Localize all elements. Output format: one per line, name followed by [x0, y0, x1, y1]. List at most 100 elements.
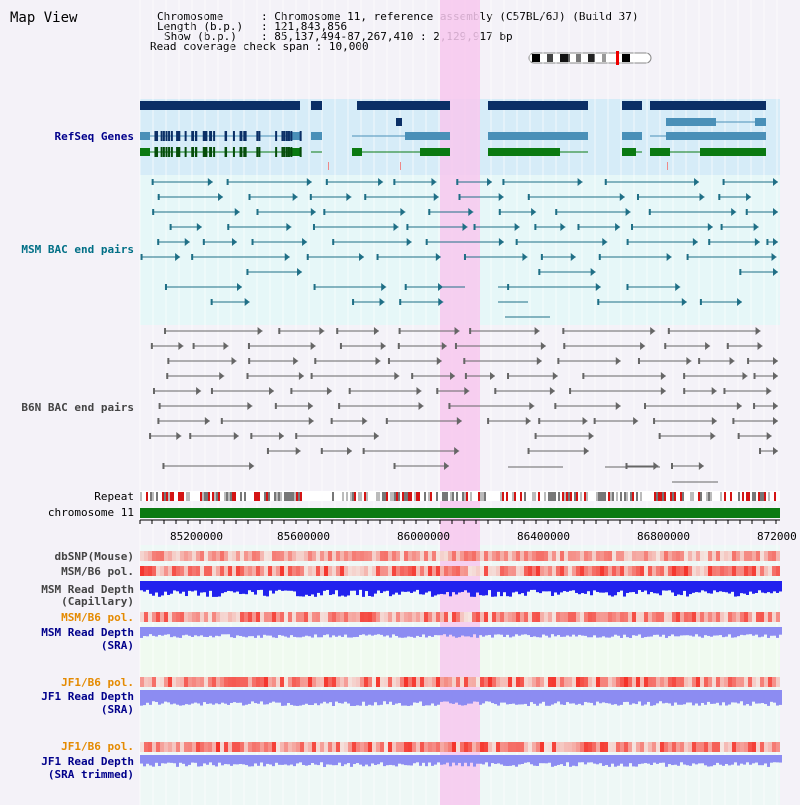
depth-bar	[203, 755, 206, 764]
depth-bar	[365, 627, 368, 636]
heat-cell	[428, 742, 432, 752]
heat-cell	[276, 742, 280, 752]
bac-end-arrow	[531, 208, 537, 216]
depth-bar	[173, 690, 176, 704]
depth-bar	[188, 755, 191, 765]
depth-bar	[623, 690, 626, 702]
label-msm-bac[interactable]: MSM BAC end pairs	[21, 243, 134, 256]
depth-bar	[476, 690, 479, 702]
depth-bar	[740, 627, 743, 635]
heat-cell	[448, 551, 452, 561]
refseq-track[interactable]	[140, 101, 766, 170]
depth-bar	[239, 581, 242, 595]
bac-end	[456, 179, 459, 185]
depth-bar	[272, 755, 275, 767]
b6n-bac-track[interactable]	[149, 327, 778, 483]
depth-bar	[704, 627, 707, 636]
heat-cell	[452, 551, 456, 561]
depth-bar	[152, 690, 155, 702]
heat-cell	[200, 742, 204, 752]
depth-bar	[587, 690, 590, 703]
depth-bar	[410, 690, 413, 706]
heat-cell	[612, 612, 616, 622]
exon-tick	[154, 147, 157, 157]
heat-cell	[624, 566, 628, 576]
heat-cell	[140, 551, 144, 561]
depth-bar	[248, 690, 251, 704]
bac-end-arrow	[773, 178, 778, 186]
heat-cell	[224, 551, 228, 561]
heat-cell	[652, 677, 656, 687]
depth-bar	[323, 627, 326, 636]
heat-cell	[700, 566, 704, 576]
heat-cell	[776, 566, 780, 576]
depth-bar	[473, 755, 476, 767]
bac-end	[220, 418, 223, 424]
depth-bar	[431, 627, 434, 637]
heat-cell	[396, 677, 400, 687]
depth-bar	[551, 581, 554, 596]
heat-cell	[344, 612, 348, 622]
heat-cell	[304, 677, 308, 687]
depth-bar	[632, 581, 635, 593]
depth-bar	[743, 690, 746, 706]
depth-bar	[263, 581, 266, 596]
depth-bar	[326, 627, 329, 635]
label-refseq-genes[interactable]: RefSeq Genes	[54, 130, 134, 143]
heat-cell	[636, 612, 640, 622]
depth-bar	[146, 581, 149, 590]
chromosome-bar[interactable]	[140, 508, 780, 518]
bac-end-arrow	[583, 447, 589, 455]
depth-bar	[431, 690, 434, 704]
heat-cell	[400, 612, 404, 622]
msm-bac-track[interactable]	[140, 178, 778, 318]
bac-end-arrow	[540, 342, 546, 350]
depth-bar	[449, 755, 452, 767]
heat-cell	[248, 566, 252, 576]
depth-bar	[308, 755, 311, 766]
depth-bar	[266, 755, 269, 764]
heat-cell	[596, 566, 600, 576]
heat-cell	[584, 566, 588, 576]
depth-bar	[251, 581, 254, 592]
heat-cell	[552, 742, 556, 752]
depth-bar	[314, 755, 317, 765]
depth-bar	[566, 627, 569, 636]
depth-bar	[347, 581, 350, 596]
depth-bar	[338, 755, 341, 763]
heat-cell	[500, 551, 504, 561]
depth-bar	[368, 581, 371, 597]
depth-bar	[209, 755, 212, 763]
depth-bar	[146, 690, 149, 703]
depth-bar	[503, 755, 506, 766]
depth-bar	[686, 755, 689, 766]
depth-bar	[212, 581, 215, 597]
heat-cell	[588, 612, 592, 622]
depth-bar	[251, 627, 254, 637]
depth-bar	[461, 755, 464, 767]
depth-bar	[218, 755, 221, 763]
heat-cell	[312, 612, 316, 622]
heat-cell	[704, 677, 708, 687]
label-b6n-bac[interactable]: B6N BAC end pairs	[21, 401, 134, 414]
label-jf1-depth-trim: JF1 Read Depth	[41, 755, 134, 768]
heat-cell	[296, 551, 300, 561]
depth-bar	[779, 690, 782, 705]
axis-tick-label: 86400000	[517, 530, 570, 543]
chromosome-ideogram[interactable]	[528, 51, 652, 65]
depth-bar	[377, 690, 380, 706]
heat-cell	[260, 551, 264, 561]
depth-bar	[269, 690, 272, 703]
depth-bar	[695, 690, 698, 704]
heat-cell	[592, 677, 596, 687]
depth-bar	[587, 627, 590, 638]
bac-end-arrow	[223, 342, 229, 350]
bac-end	[664, 343, 667, 349]
depth-bar	[434, 690, 437, 706]
bac-end	[487, 418, 490, 424]
depth-bar	[167, 627, 170, 635]
depth-bar	[479, 690, 482, 705]
bac-end	[686, 254, 689, 260]
heat-cell	[696, 742, 700, 752]
